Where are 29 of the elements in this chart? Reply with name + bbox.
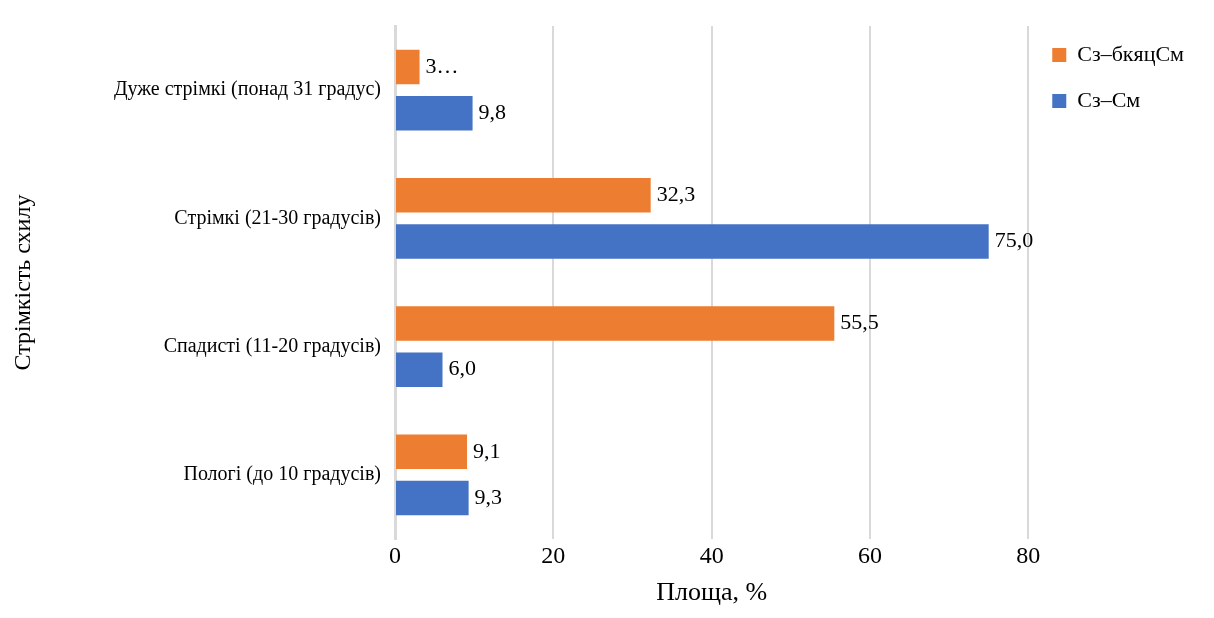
y-tick-label: Дуже стрімкі (понад 31 градус) [113, 77, 381, 101]
y-tick-label: Стрімкі (21-30 градусів) [174, 205, 381, 229]
x-axis-title: Площа, % [656, 577, 768, 607]
x-tick-label: 0 [389, 541, 401, 568]
bar [396, 480, 469, 516]
bar [396, 434, 468, 470]
data-label: 9,8 [478, 98, 507, 124]
bar [396, 95, 473, 131]
legend-label: Сз–бкяцСм [1077, 40, 1185, 66]
x-tick-label: 80 [1016, 541, 1041, 568]
data-label: 9,1 [473, 437, 501, 463]
x-tick-label: 40 [699, 541, 724, 568]
bar [396, 306, 835, 341]
bar [396, 177, 651, 213]
bar [396, 224, 989, 259]
data-label: 9,3 [474, 483, 503, 509]
bar [396, 352, 443, 388]
bar [396, 49, 420, 85]
y-tick-label: Спадисті (11-20 градусів) [163, 333, 381, 357]
x-tick-label: 20 [541, 541, 566, 568]
x-tick-label: 60 [857, 541, 882, 568]
data-label: 6,0 [448, 355, 476, 381]
data-label: 55,5 [840, 309, 879, 335]
y-axis-title: Стрімкість схилу [8, 194, 35, 371]
data-label: 3… [425, 52, 459, 78]
data-label: 75,0 [994, 227, 1034, 253]
legend-label: Сз–См [1077, 86, 1141, 112]
y-tick-label: Пологі (до 10 градусів) [183, 462, 381, 486]
data-label: 32,3 [656, 181, 696, 207]
